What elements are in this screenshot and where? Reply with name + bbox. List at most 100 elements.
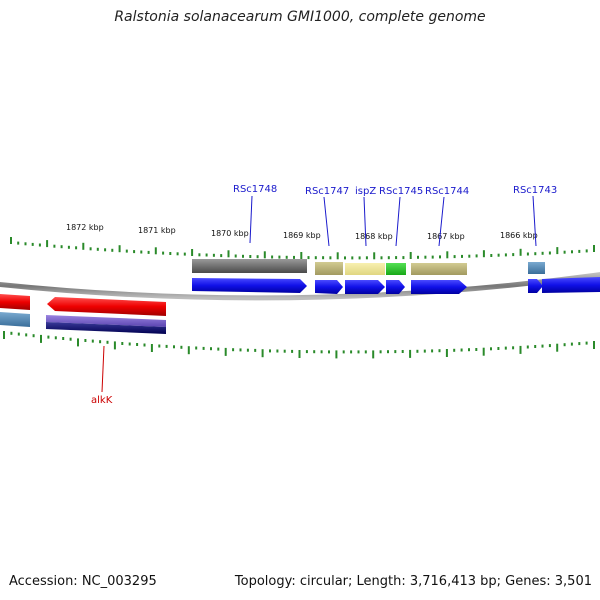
minor-tick: [195, 346, 198, 350]
minor-tick: [128, 342, 131, 346]
minor-tick: [147, 250, 150, 254]
scale-labels: 1872 kbp 1871 kbp 1870 kbp 1869 kbp 1868…: [66, 223, 538, 241]
major-tick: [40, 334, 42, 343]
major-tick: [446, 251, 449, 259]
minor-tick: [69, 337, 72, 341]
minor-tick: [322, 256, 325, 260]
minor-tick: [220, 254, 223, 258]
gene-label-rsc1744: RSc1744: [425, 186, 469, 197]
major-tick: [445, 349, 448, 357]
minor-tick: [111, 248, 114, 252]
minor-tick: [526, 252, 529, 256]
minor-tick: [99, 340, 102, 344]
minor-tick: [198, 253, 201, 257]
leader-rsc1747: [323, 196, 330, 247]
minor-tick: [169, 252, 172, 255]
minor-tick: [417, 255, 419, 259]
feature-olive-box-1: [315, 262, 343, 275]
minor-tick: [563, 250, 566, 254]
minor-tick: [25, 333, 28, 337]
minor-tick: [121, 342, 124, 345]
feature-track-inner: [0, 312, 166, 334]
minor-tick: [578, 249, 581, 253]
minor-tick: [453, 255, 456, 259]
minor-tick: [329, 256, 332, 260]
major-tick: [82, 242, 85, 250]
minor-tick: [344, 256, 346, 260]
minor-tick: [91, 339, 94, 343]
scale-label-1870: 1870 kbp: [211, 229, 249, 238]
major-tick: [10, 237, 12, 244]
major-tick: [263, 251, 266, 259]
minor-tick: [47, 335, 50, 339]
minor-tick: [460, 348, 463, 352]
genome-stats-label: Topology: circular; Length: 3,716,413 bp…: [234, 574, 592, 589]
minor-tick: [60, 245, 63, 249]
feature-yellow-box: [345, 263, 385, 275]
major-tick: [335, 350, 338, 359]
gene-label-rsc1745: RSc1745: [379, 186, 423, 197]
minor-tick: [176, 252, 179, 256]
minor-tick: [162, 251, 165, 255]
minor-tick: [365, 256, 368, 260]
minor-tick: [328, 350, 330, 354]
scale-label-1871: 1871 kbp: [138, 226, 176, 235]
minor-tick: [394, 350, 397, 354]
minor-tick: [585, 341, 588, 345]
minor-tick: [512, 253, 515, 257]
minor-tick: [548, 251, 551, 255]
major-tick: [187, 346, 190, 355]
minor-tick: [387, 350, 389, 354]
cds-arrow-alkk: [47, 297, 166, 316]
minor-tick: [212, 253, 215, 257]
major-tick: [409, 252, 412, 259]
gene-label-alkk: alkK: [91, 395, 113, 406]
cds-arrow-rsc1743-a: [528, 279, 543, 293]
gene-labels: RSc1748 RSc1747 ispZ RSc1745 RSc1744 RSc…: [91, 184, 557, 406]
minor-tick: [125, 249, 128, 253]
major-tick: [409, 349, 412, 358]
minor-tick: [585, 249, 588, 253]
minor-tick: [271, 255, 274, 259]
minor-tick: [379, 350, 382, 354]
minor-tick: [140, 250, 143, 254]
feature-steel-box-right: [528, 262, 545, 274]
inner-scale-ticks: [3, 331, 595, 359]
minor-tick: [143, 343, 146, 347]
major-tick: [482, 347, 485, 356]
minor-tick: [475, 348, 478, 351]
minor-tick: [133, 250, 136, 254]
major-tick: [556, 247, 559, 255]
genome-backbone: [0, 272, 600, 301]
major-tick: [77, 338, 79, 347]
minor-tick: [424, 255, 427, 259]
minor-tick: [541, 251, 544, 255]
minor-tick: [387, 256, 390, 260]
minor-tick: [497, 253, 500, 257]
minor-tick: [468, 348, 470, 352]
cds-arrow-rsc1747: [315, 280, 343, 294]
gene-label-ispz: ispZ: [355, 186, 376, 197]
minor-tick: [490, 347, 492, 351]
minor-tick: [364, 350, 367, 354]
genome-title: Ralstonia solanacearum GMI1000, complete…: [114, 9, 486, 25]
cds-arrow-left-fragment: [0, 294, 30, 310]
major-tick: [191, 249, 194, 256]
minor-tick: [320, 350, 323, 354]
minor-tick: [158, 344, 161, 348]
minor-tick: [180, 345, 183, 349]
minor-tick: [54, 336, 57, 340]
minor-tick: [313, 350, 316, 354]
minor-tick: [67, 245, 70, 249]
minor-tick: [89, 247, 92, 251]
minor-tick: [357, 350, 360, 354]
feature-track-outer: [192, 259, 545, 275]
accession-label: Accession: NC_003295: [9, 574, 157, 589]
minor-tick: [283, 349, 286, 353]
major-tick: [372, 350, 375, 359]
major-tick: [224, 347, 227, 356]
minor-tick: [504, 253, 507, 257]
gene-label-rsc1747: RSc1747: [305, 186, 349, 197]
minor-tick: [165, 344, 168, 348]
feature-steel-box-left: [0, 312, 30, 327]
